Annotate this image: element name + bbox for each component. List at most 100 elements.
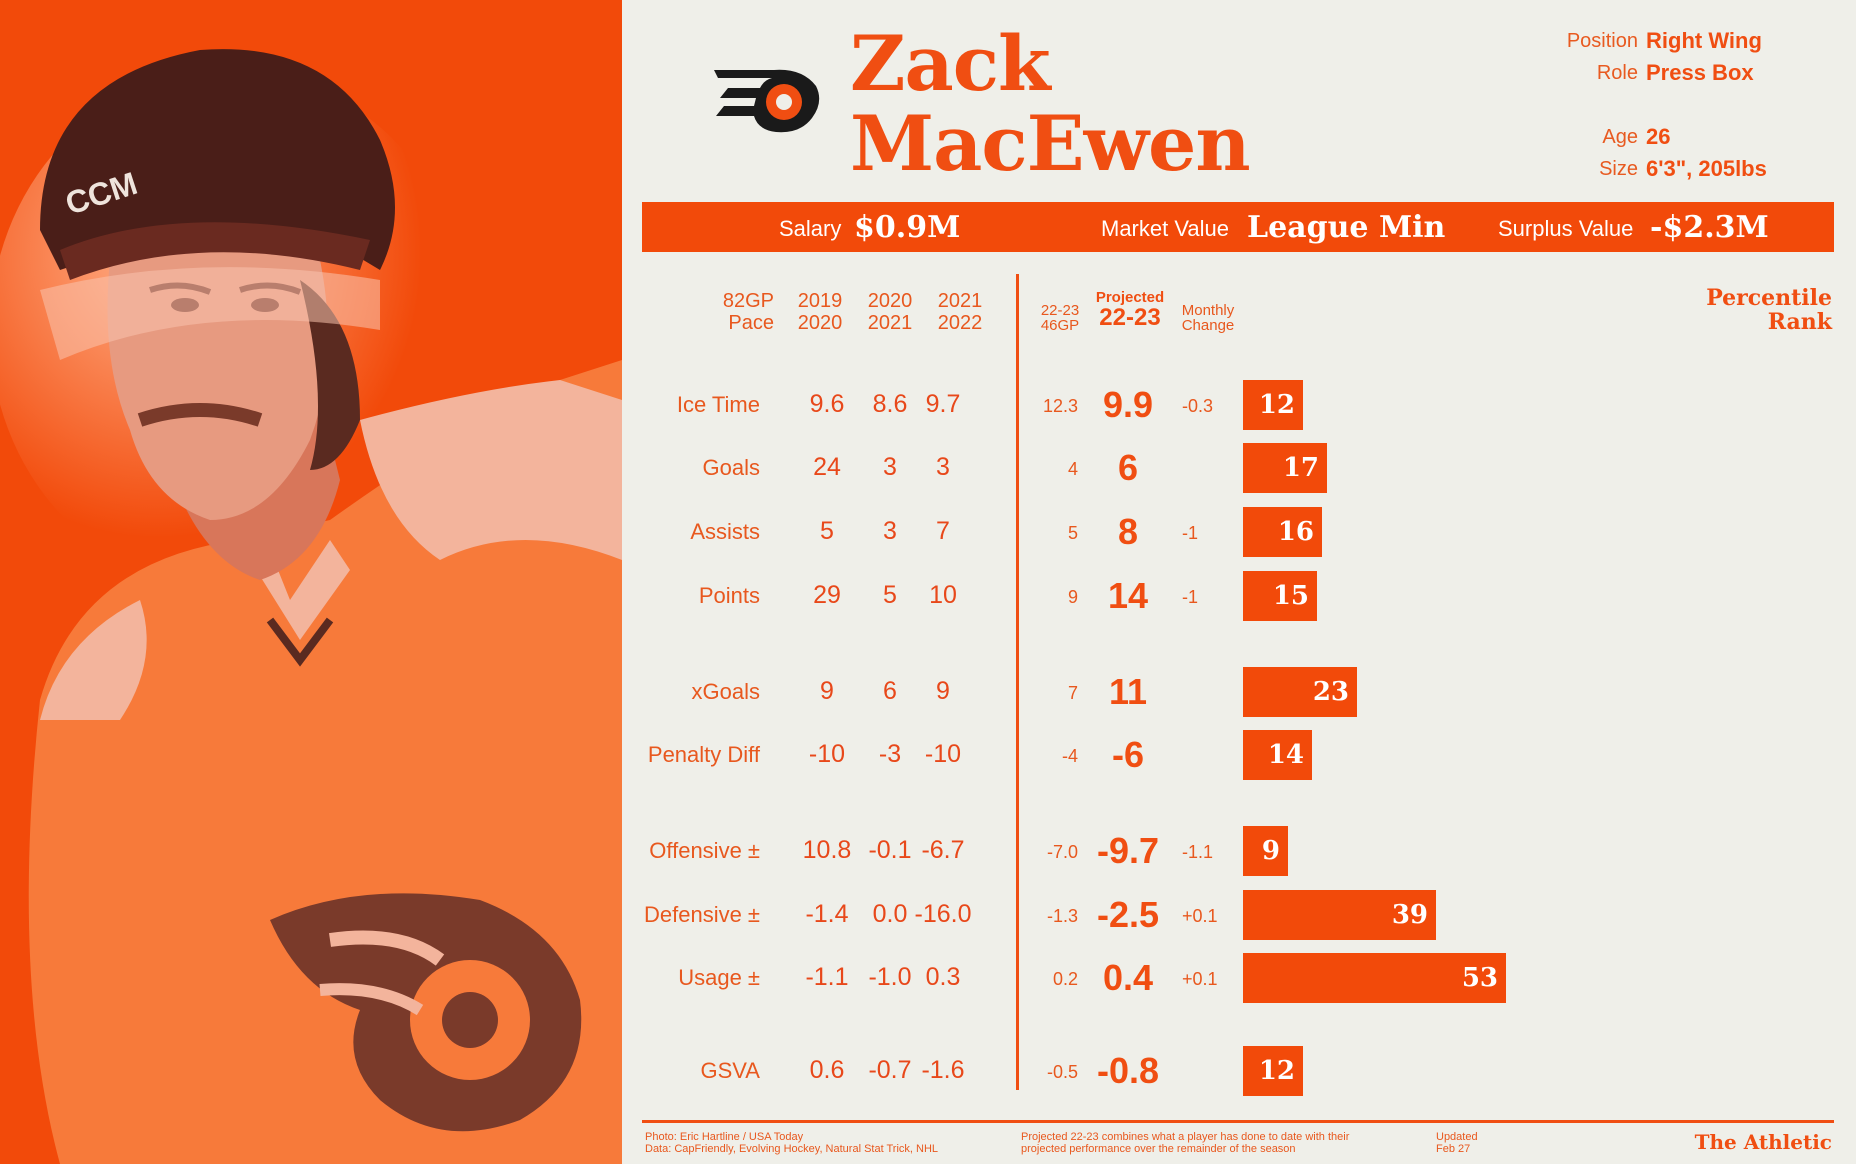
stat-value-2020-2021: 5 [883, 581, 897, 609]
header-percentile-line1: Percentile [1706, 285, 1832, 311]
position-value: Right Wing [1646, 28, 1762, 53]
stat-value-projected: -9.7 [1096, 830, 1160, 871]
header-pace: 82GP Pace [694, 290, 774, 334]
percentile-bar: 12 [1243, 1046, 1303, 1096]
percentile-value: 16 [1277, 517, 1314, 547]
stat-value-projected: 9.9 [1102, 384, 1154, 425]
stat-value-2021-2022: -16.0 [914, 900, 972, 928]
stat-label: Points [698, 583, 760, 608]
stat-value-projected: -2.5 [1096, 894, 1160, 935]
stat-label: Goals [702, 455, 760, 480]
projection-note-line2: projected performance over the remainder… [1021, 1143, 1296, 1155]
header-season-2019: 2019 2020 [785, 290, 855, 334]
header-percentile-line2: Rank [1767, 309, 1832, 335]
player-first-name: Zack [850, 19, 1051, 108]
stat-value-current-46gp: 9 [1067, 587, 1078, 607]
stat-value-current-46gp: -1.3 [1046, 906, 1078, 926]
stat-label: xGoals [691, 679, 760, 704]
stat-value-2020-2021: -3 [878, 740, 902, 768]
stat-value-2020-2021: -0.1 [868, 836, 912, 864]
stat-value-2020-2021: 8.6 [872, 390, 908, 418]
stat-value-2021-2022: 3 [936, 453, 950, 481]
stat-value-monthly-change: -0.3 [1182, 396, 1214, 416]
stat-value-current-46gp: -7.0 [1046, 842, 1078, 862]
stat-value-projected: 14 [1107, 575, 1149, 616]
market-value: League Min [1247, 210, 1446, 245]
stat-label: Defensive ± [643, 902, 760, 927]
percentile-bar: 53 [1243, 953, 1506, 1003]
player-last-name: MacEwen [850, 99, 1251, 188]
header-season-2019-line1: 2019 [797, 290, 843, 312]
stat-label: Usage ± [678, 965, 760, 990]
header-pace-line1: 82GP [722, 290, 774, 312]
stat-value-2021-2022: -10 [924, 740, 962, 768]
stat-value-current-46gp: 4 [1067, 459, 1078, 479]
percentile-value: 39 [1391, 900, 1428, 930]
percentile-bar: 17 [1243, 443, 1327, 493]
percentile-value: 14 [1267, 740, 1304, 770]
market-value-label: Market Value [1101, 216, 1229, 241]
header-season-2019-line2: 2020 [797, 312, 843, 334]
header-current-line1: 22-23 [1040, 302, 1080, 319]
stat-value-2021-2022: 0.3 [925, 963, 961, 991]
percentile-value: 17 [1282, 453, 1319, 483]
age-value: 26 [1646, 124, 1671, 149]
stat-value-projected: -0.8 [1096, 1050, 1160, 1091]
percentile-value: 12 [1258, 1056, 1295, 1086]
header-monthly-change: Monthly Change [1176, 303, 1240, 333]
header-pace-line2: Pace [728, 312, 774, 334]
stat-value-current-46gp: -4 [1061, 746, 1078, 766]
column-divider [1016, 274, 1019, 1090]
stat-value-current-46gp: 5 [1067, 523, 1078, 543]
percentile-bar: 15 [1243, 571, 1317, 621]
stat-value-2021-2022: -6.7 [921, 836, 965, 864]
photo-credit: Photo: Eric Hartline / USA Today [645, 1131, 804, 1143]
percentile-value: 12 [1258, 390, 1295, 420]
stat-value-current-46gp: -0.5 [1046, 1062, 1078, 1082]
stat-value-2019-2020: 10.8 [802, 836, 852, 864]
stat-value-2019-2020: 0.6 [809, 1056, 845, 1084]
footer-updated: Updated Feb 27 [1436, 1131, 1478, 1155]
header-monthly-change-line1: Monthly [1181, 302, 1235, 319]
data-credit: Data: CapFriendly, Evolving Hockey, Natu… [645, 1143, 939, 1155]
percentile-bar: 12 [1243, 380, 1303, 430]
header-projected-line1: Projected [1095, 289, 1165, 306]
projection-note-line1: Projected 22-23 combines what a player h… [1021, 1131, 1350, 1143]
stat-value-monthly-change: +0.1 [1182, 969, 1218, 989]
stat-value-2019-2020: 9 [820, 677, 834, 705]
stat-value-projected: 0.4 [1102, 957, 1154, 998]
stat-value-2019-2020: 9.6 [809, 390, 845, 418]
percentile-bar: 9 [1243, 826, 1288, 876]
stat-value-2019-2020: 29 [813, 581, 841, 609]
stat-value-current-46gp: 0.2 [1052, 969, 1078, 989]
stat-value-monthly-change: +0.1 [1182, 906, 1218, 926]
stat-value-monthly-change: -1.1 [1182, 842, 1214, 862]
position-label: Position [1566, 30, 1638, 52]
stat-value-2020-2021: 6 [883, 677, 897, 705]
stat-value-2020-2021: -0.7 [868, 1056, 912, 1084]
header-monthly-change-line2: Change [1181, 317, 1235, 334]
percentile-value: 53 [1461, 963, 1498, 993]
percentile-bar: 14 [1243, 730, 1312, 780]
footer-note: Projected 22-23 combines what a player h… [1021, 1131, 1349, 1155]
stat-value-projected: 8 [1117, 511, 1139, 552]
stat-label: Assists [690, 519, 760, 544]
footer-rule [642, 1120, 1834, 1123]
stat-value-projected: -6 [1111, 734, 1144, 775]
header-season-2020: 2020 2021 [855, 290, 925, 334]
stat-value-2019-2020: 24 [813, 453, 841, 481]
stat-value-2021-2022: 9.7 [925, 390, 961, 418]
stat-label: Ice Time [676, 392, 760, 417]
updated-label: Updated [1436, 1131, 1478, 1143]
contract-band: Salary $0.9M Market Value League Min Sur… [642, 202, 1834, 252]
header-projected-line2: 22-23 [1099, 304, 1161, 331]
stat-value-monthly-change: -1 [1182, 587, 1199, 607]
stat-value-2019-2020: 5 [820, 517, 834, 545]
stat-value-2021-2022: 10 [929, 581, 957, 609]
header-season-2021-line1: 2021 [937, 290, 983, 312]
header-season-2021-line2: 2022 [937, 312, 983, 334]
stat-value-projected: 11 [1108, 671, 1148, 712]
player-photo: CCM [0, 0, 622, 1164]
stat-value-projected: 6 [1117, 447, 1139, 488]
percentile-bar: 39 [1243, 890, 1436, 940]
